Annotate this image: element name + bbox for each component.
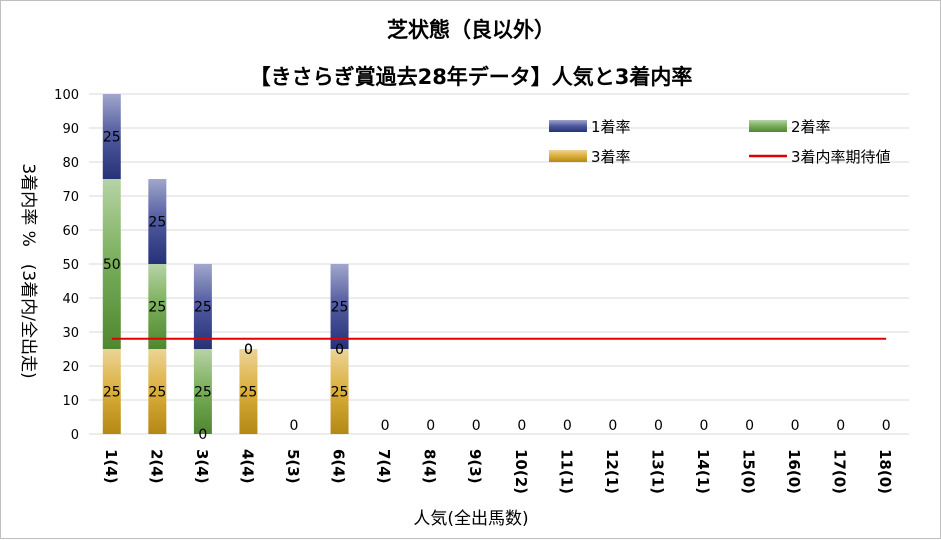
data-label: 0 (882, 418, 891, 434)
x-tick-label: 15(0) (740, 449, 758, 494)
y-tick-label: 80 (62, 156, 79, 171)
y-tick-label: 100 (54, 88, 79, 103)
bar-segment (193, 349, 212, 434)
x-tick-label: 17(0) (831, 449, 849, 494)
x-axis-title: 人気(全出馬数) (413, 509, 528, 529)
bar-segment (148, 349, 167, 434)
data-label: 25 (240, 385, 258, 401)
data-label: 0 (198, 427, 207, 443)
data-label: 0 (244, 342, 253, 358)
data-label: 0 (836, 418, 845, 434)
bar-segment (102, 349, 121, 434)
legend-swatch (549, 150, 587, 162)
data-label: 25 (103, 385, 121, 401)
x-tick-label: 3(4) (193, 449, 211, 484)
chart-subtitle: 【きさらぎ賞過去28年データ】人気と3着内率 (250, 65, 693, 89)
x-tick-label: 14(1) (694, 449, 712, 494)
chart-title: 芝状態（良以外） (387, 18, 555, 42)
data-label: 0 (426, 418, 435, 434)
y-tick-label: 30 (62, 326, 79, 341)
data-label: 0 (563, 418, 572, 434)
legend-label: 2着率 (791, 118, 831, 136)
y-tick-label: 60 (62, 224, 79, 239)
x-tick-label: 1(4) (102, 449, 120, 484)
y-tick-label: 20 (62, 360, 79, 375)
data-label: 0 (381, 418, 390, 434)
x-tick-label: 6(4) (330, 449, 348, 484)
legend-label: 1着率 (591, 118, 631, 136)
x-tick-label: 18(0) (876, 449, 894, 494)
x-tick-label: 12(1) (603, 449, 621, 494)
data-label: 0 (700, 418, 709, 434)
y-tick-label: 90 (62, 122, 79, 137)
x-tick-label: 10(2) (512, 449, 530, 494)
legend-label: 3着率 (591, 148, 631, 166)
data-label: 0 (608, 418, 617, 434)
x-tick-label: 2(4) (147, 449, 165, 484)
data-label: 0 (654, 418, 663, 434)
x-tick-label: 8(4) (421, 449, 439, 484)
bar-segment (193, 264, 212, 349)
data-label: 0 (791, 418, 800, 434)
legend-label: 3着内率期待値 (791, 148, 891, 166)
data-label: 25 (194, 300, 212, 316)
x-tick-label: 16(0) (785, 449, 803, 494)
bar-segment (102, 94, 121, 179)
x-tick-label: 7(4) (375, 449, 393, 484)
y-tick-label: 10 (62, 394, 79, 409)
data-label: 25 (331, 385, 349, 401)
data-label: 25 (103, 130, 121, 146)
x-tick-label: 9(3) (466, 449, 484, 484)
data-label: 0 (290, 418, 299, 434)
bar-segment (239, 349, 258, 434)
data-label: 25 (148, 385, 166, 401)
bar-segment (330, 349, 349, 434)
legend-swatch (549, 120, 587, 132)
data-label: 25 (194, 385, 212, 401)
x-tick-label: 11(1) (557, 449, 575, 494)
data-label: 50 (103, 257, 121, 273)
y-tick-label: 40 (62, 292, 79, 307)
x-tick-label: 13(1) (648, 449, 666, 494)
data-label: 0 (472, 418, 481, 434)
y-axis-title: 3着内率 % (3着内/全出走) (18, 163, 38, 378)
data-label: 25 (148, 215, 166, 231)
data-label: 25 (148, 300, 166, 316)
bar-segment (148, 179, 167, 264)
y-tick-label: 0 (71, 428, 79, 443)
bar-segment (330, 264, 349, 349)
y-tick-label: 70 (62, 190, 79, 205)
data-label: 0 (244, 342, 253, 358)
legend-swatch (749, 120, 787, 132)
data-label: 0 (745, 418, 754, 434)
x-tick-label: 4(4) (238, 449, 256, 484)
data-label: 0 (517, 418, 526, 434)
data-label: 0 (335, 342, 344, 358)
bar-segment (102, 179, 121, 349)
bar-segment (148, 264, 167, 349)
data-label: 25 (331, 300, 349, 316)
x-tick-label: 5(3) (284, 449, 302, 484)
y-tick-label: 50 (62, 258, 79, 273)
